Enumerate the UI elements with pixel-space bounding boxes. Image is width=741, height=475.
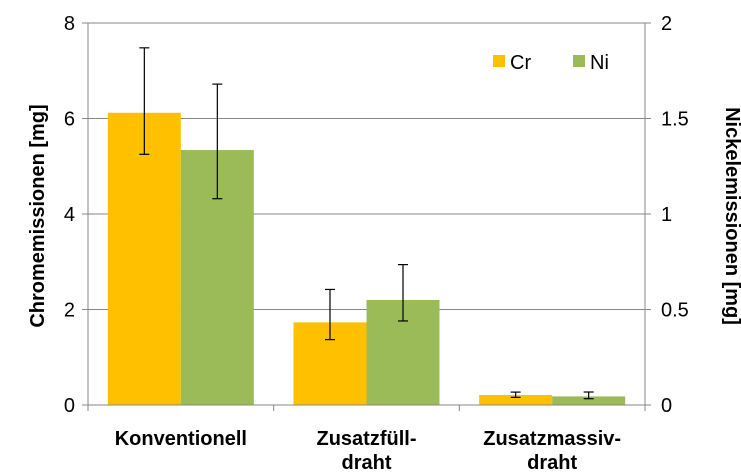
bar-cr-2 bbox=[479, 394, 553, 405]
y-left-tick-label-2: 4 bbox=[64, 204, 75, 226]
y-right-tick-label-3: 1.5 bbox=[661, 109, 689, 131]
y-left-tick-label-3: 6 bbox=[64, 109, 75, 131]
legend-swatch-ni bbox=[573, 55, 585, 67]
y-right-tick-label-0: 0 bbox=[661, 395, 672, 417]
x-category-label-0-0: Konventionell bbox=[115, 428, 247, 450]
x-category-label-2-1: draht bbox=[527, 452, 577, 474]
y-left-tick-label-4: 8 bbox=[64, 13, 75, 35]
bar-ni-2 bbox=[552, 396, 626, 405]
x-category-label-1-0: Zusatzfüll- bbox=[317, 428, 417, 450]
bars bbox=[107, 112, 626, 406]
y-right-tick-label-4: 2 bbox=[661, 13, 672, 35]
y-left-tick-label-0: 0 bbox=[64, 395, 75, 417]
legend: Cr Ni bbox=[493, 52, 609, 74]
error-bars bbox=[139, 47, 594, 400]
bar-cr-0 bbox=[107, 112, 181, 406]
x-category-label-2-0: Zusatzmassiv- bbox=[483, 428, 621, 450]
legend-label-ni: Ni bbox=[590, 52, 609, 74]
y-left-tick-label-1: 2 bbox=[64, 300, 75, 322]
legend-swatch-cr bbox=[493, 55, 505, 67]
x-category-label-1-1: draht bbox=[342, 452, 392, 474]
y-right-tick-label-1: 0.5 bbox=[661, 300, 689, 322]
legend-label-cr: Cr bbox=[510, 52, 531, 74]
axes: 0 2 4 6 8 0 0.5 1 1.5 2 Konventionell Zusatzfüll-dr… bbox=[64, 13, 689, 474]
y-axis-left-title: Chromemissionen [mg] bbox=[27, 104, 49, 327]
y-right-tick-label-2: 1 bbox=[661, 204, 672, 226]
y-axis-right-title: Nickelemissionen [mg] bbox=[721, 107, 741, 325]
